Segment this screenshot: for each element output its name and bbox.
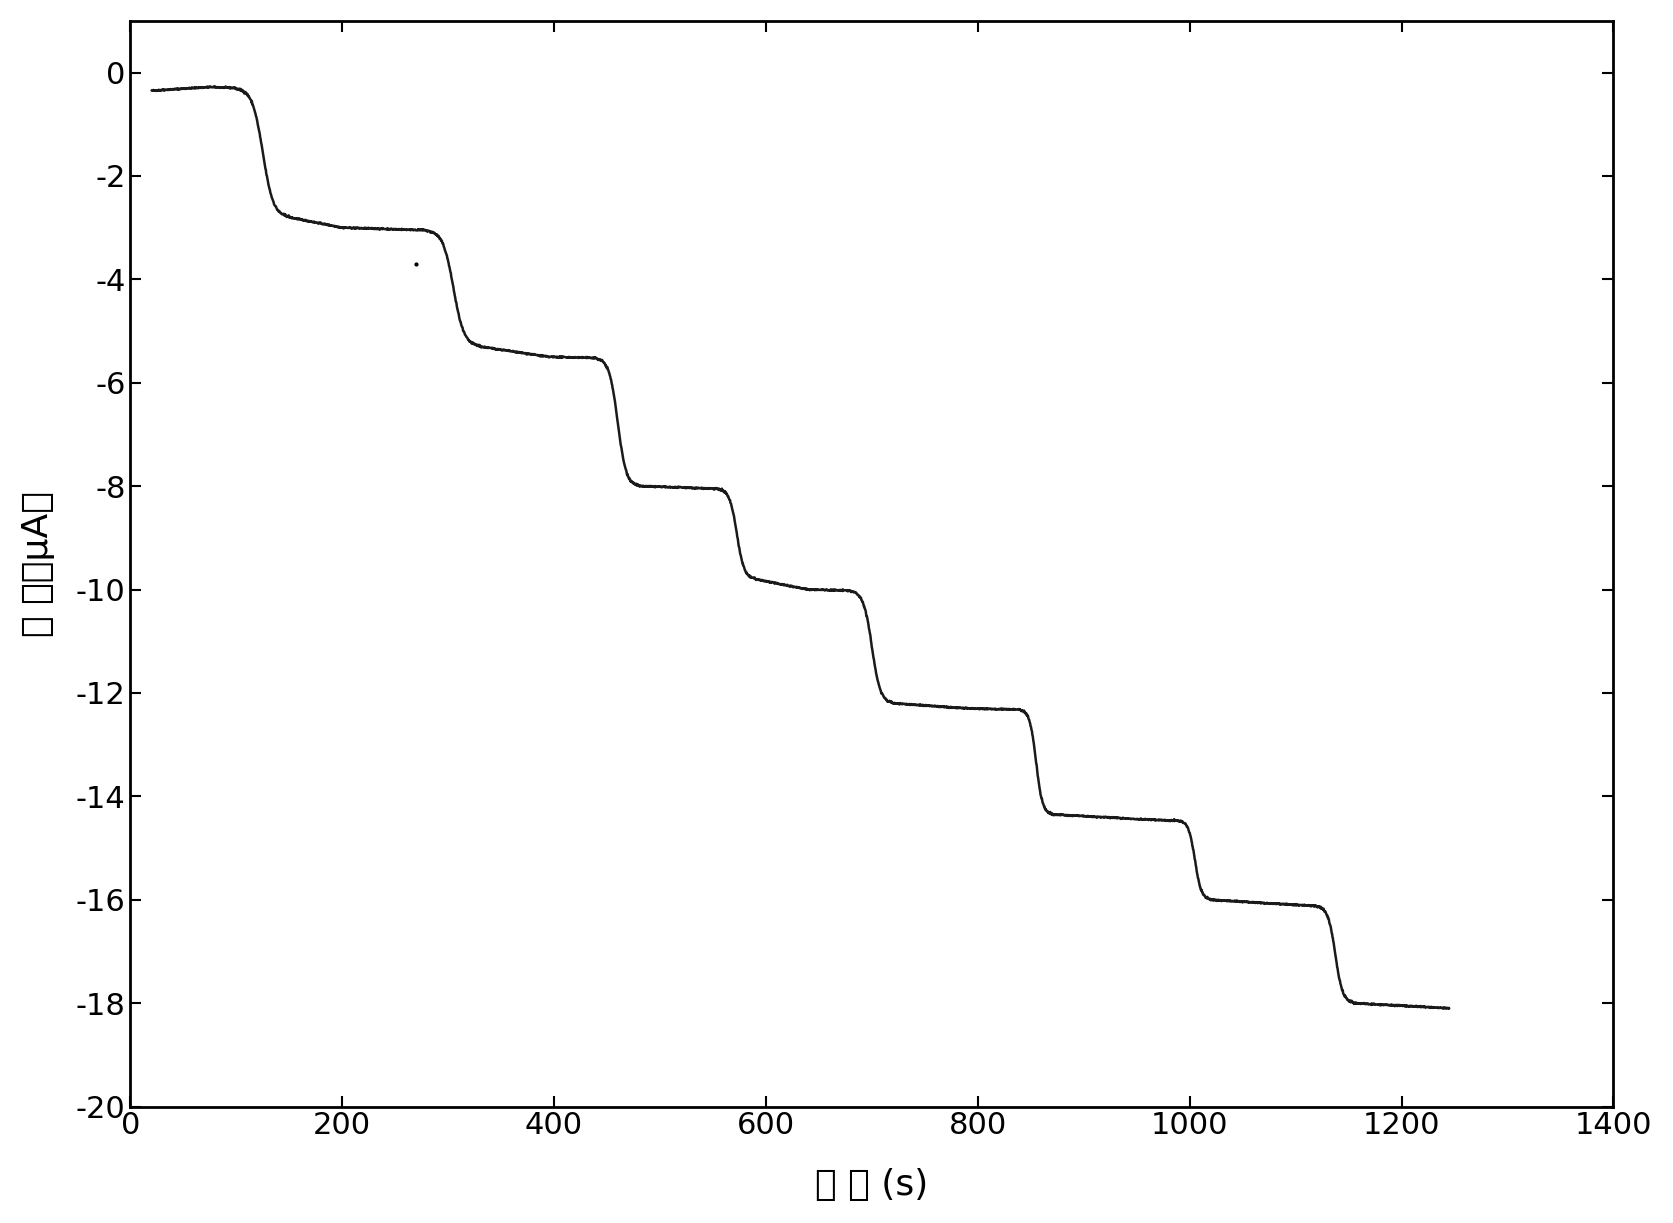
Y-axis label: 电 流（μA）: 电 流（μA） <box>20 490 55 637</box>
X-axis label: 时 间 (s): 时 间 (s) <box>815 1168 929 1202</box>
